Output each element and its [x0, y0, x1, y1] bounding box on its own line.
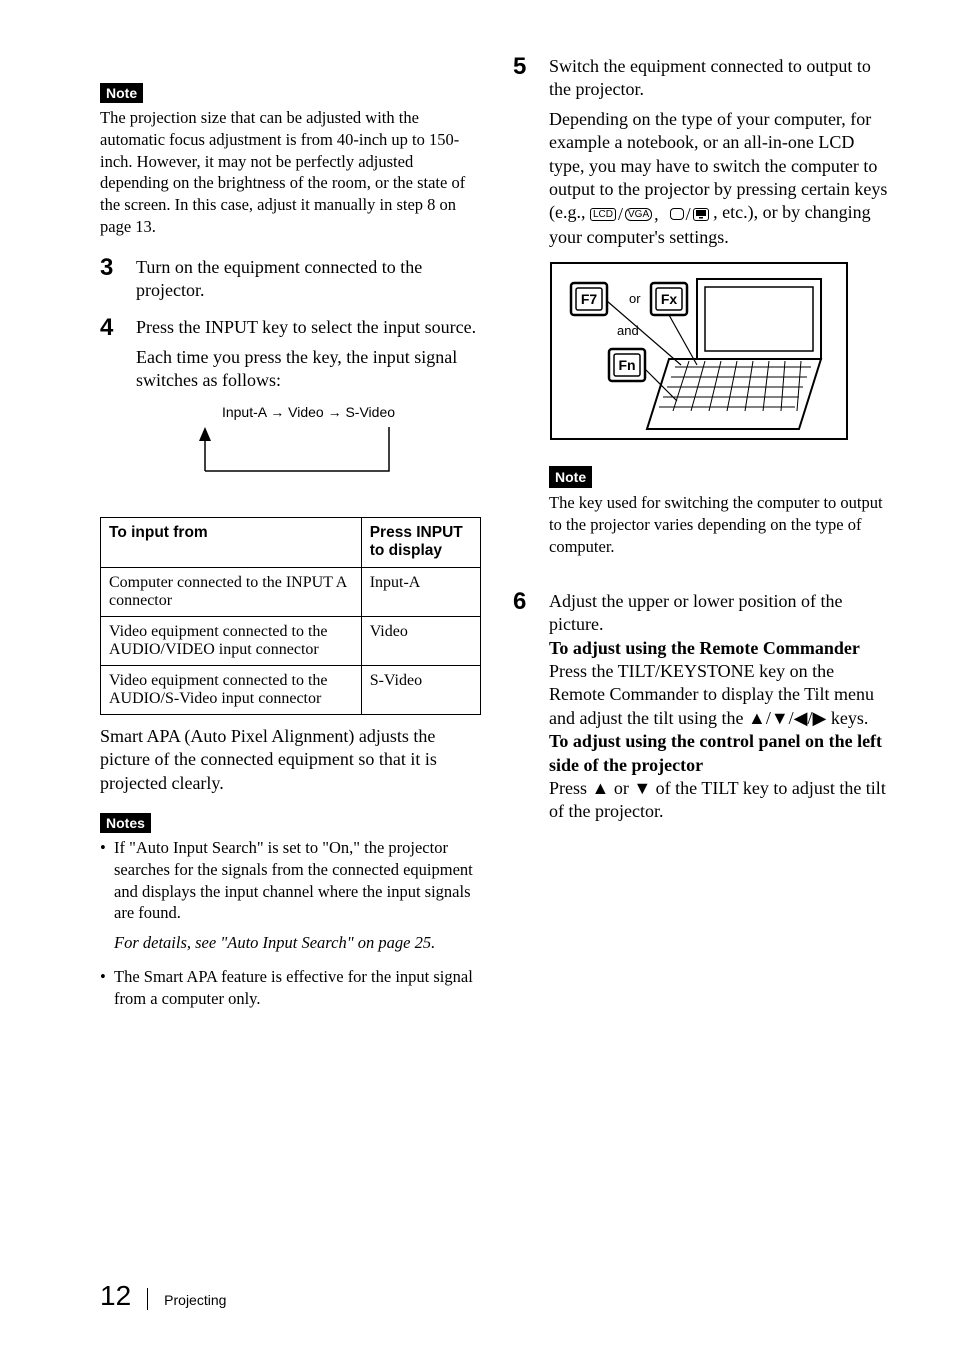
step-4: 4 Press the INPUT key to select the inpu…	[100, 316, 481, 502]
step-text: Switch the equipment connected to output…	[549, 55, 894, 102]
down-arrow-icon: ▼	[633, 778, 651, 798]
step-number: 6	[513, 590, 535, 824]
list-item: If "Auto Input Search" is set to "On," t…	[100, 837, 481, 954]
notes-badge: Notes	[100, 813, 151, 833]
note-text: The projection size that can be adjusted…	[100, 107, 481, 238]
down-arrow-icon: ▼	[771, 708, 789, 728]
list-item: The Smart APA feature is effective for t…	[100, 966, 481, 1010]
input-flow-diagram: Input-A → Video → S-Video	[136, 403, 481, 479]
table-row: Computer connected to the INPUT A connec…	[101, 567, 481, 616]
smart-apa-text: Smart APA (Auto Pixel Alignment) adjusts…	[100, 725, 481, 795]
step-subtext: Each time you press the key, the input s…	[136, 346, 481, 393]
flow-return-arrow-icon	[199, 427, 409, 479]
step-3: 3 Turn on the equipment connected to the…	[100, 256, 481, 303]
step-6: 6 Adjust the upper or lower position of …	[513, 590, 894, 824]
right-column: 5 Switch the equipment connected to outp…	[513, 55, 894, 1255]
step-5: 5 Switch the equipment connected to outp…	[513, 55, 894, 576]
note-badge: Note	[100, 83, 143, 103]
key-combo-icons: LCD/VGA, /	[590, 203, 709, 226]
table-row: Video equipment connected to the AUDIO/V…	[101, 616, 481, 665]
step-subsection: To adjust using the Remote Commander Pre…	[549, 637, 894, 824]
table-header: To input from	[101, 517, 362, 567]
page-footer: 12 Projecting	[100, 1280, 226, 1312]
step-text: Turn on the equipment connected to the p…	[136, 256, 481, 303]
svg-text:Fn: Fn	[618, 357, 635, 373]
svg-text:F7: F7	[581, 291, 598, 307]
page-number: 12	[100, 1280, 131, 1312]
svg-text:or: or	[629, 291, 641, 306]
right-arrow-icon: ▶	[813, 708, 827, 728]
table-header: Press INPUT to display	[361, 517, 480, 567]
left-arrow-icon: ◀	[794, 708, 808, 728]
subsection-text: Press ▲ or ▼ of the TILT key to adjust t…	[549, 777, 894, 824]
note-text: The key used for switching the computer …	[549, 492, 894, 557]
flow-node: Video	[288, 404, 324, 420]
step-text: Press the INPUT key to select the input …	[136, 316, 481, 339]
up-arrow-icon: ▲	[592, 778, 610, 798]
monitor-key-icon	[693, 208, 709, 221]
vga-key-icon: VGA	[625, 208, 652, 221]
step-number: 3	[100, 256, 122, 303]
left-column: Note The projection size that can be adj…	[100, 55, 481, 1255]
footer-separator	[147, 1288, 148, 1310]
section-label: Projecting	[164, 1292, 226, 1308]
subsection-text: Press the TILT/KEYSTONE key on the Remot…	[549, 660, 894, 730]
svg-text:Fx: Fx	[661, 291, 678, 307]
table-row: Video equipment connected to the AUDIO/S…	[101, 665, 481, 714]
step-number: 5	[513, 55, 535, 576]
step-number: 4	[100, 316, 122, 502]
subsection-heading: To adjust using the Remote Commander	[549, 637, 894, 660]
flow-node: Input-A	[222, 404, 266, 420]
notes-list: If "Auto Input Search" is set to "On," t…	[100, 837, 481, 1009]
note-item-text: If "Auto Input Search" is set to "On," t…	[114, 838, 473, 922]
step-text: Adjust the upper or lower position of th…	[549, 590, 894, 637]
note-item-reference: For details, see "Auto Input Search" on …	[114, 932, 481, 954]
blank-key-icon	[670, 208, 684, 220]
input-source-table: To input from Press INPUT to display Com…	[100, 517, 481, 715]
subsection-heading: To adjust using the control panel on the…	[549, 730, 894, 777]
laptop-illustration: F7 or Fx and Fn	[549, 261, 849, 441]
step-subtext: Depending on the type of your computer, …	[549, 108, 894, 250]
note-badge: Note	[549, 466, 592, 488]
up-arrow-icon: ▲	[748, 708, 766, 728]
flow-node: S-Video	[345, 404, 395, 420]
lcd-key-icon: LCD	[590, 208, 616, 221]
